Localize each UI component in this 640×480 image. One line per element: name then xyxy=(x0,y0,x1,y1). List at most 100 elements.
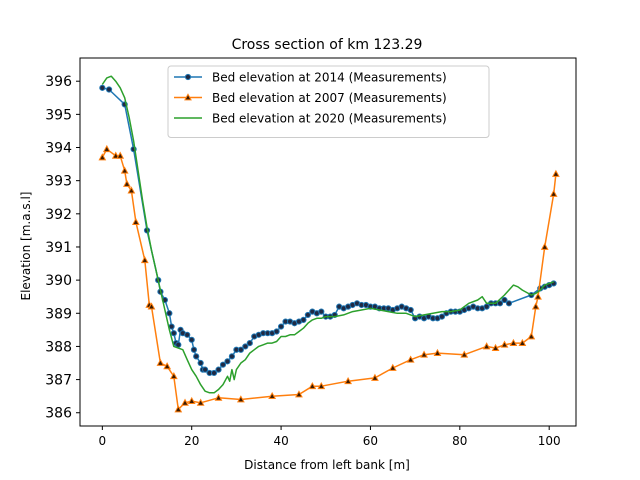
legend-label: Bed elevation at 2014 (Measurements) xyxy=(212,71,447,85)
series-2-point xyxy=(196,398,205,406)
y-tick-label: 393 xyxy=(45,174,72,190)
series-2-point xyxy=(174,405,183,413)
series-2-point xyxy=(527,332,536,340)
series-1-point xyxy=(237,346,244,353)
legend-label: Bed elevation at 2020 (Measurements) xyxy=(212,112,447,126)
series-1-point xyxy=(407,306,414,314)
series-2-line xyxy=(101,148,557,411)
series-1-point xyxy=(190,346,198,353)
plot-frame xyxy=(79,57,577,427)
legend-item-2: Bed elevation at 2007 (Measurements) xyxy=(174,91,447,105)
y-axis-label: Elevation [m.a.s.l] xyxy=(19,192,33,301)
series-2-point xyxy=(388,363,397,371)
series-1-point xyxy=(505,300,513,307)
series-2-point xyxy=(156,358,165,366)
legend-swatch-marker xyxy=(184,73,192,81)
series-2-point xyxy=(187,396,196,405)
series-2-point xyxy=(308,381,317,390)
chart-title: Cross section of km 123.29 xyxy=(232,37,423,53)
series-2-point xyxy=(214,393,223,401)
y-tick-label: 386 xyxy=(45,406,72,422)
series-2-point xyxy=(163,362,172,370)
series-2-point xyxy=(131,217,140,226)
series-2-point xyxy=(344,376,352,385)
series-1-point xyxy=(184,331,191,338)
series-1-point xyxy=(228,353,236,360)
series-1-point xyxy=(175,341,182,348)
series-2-point xyxy=(552,169,560,177)
series-2-point xyxy=(181,398,189,406)
legend-box xyxy=(167,65,490,138)
series-1-point xyxy=(202,366,209,373)
series-2-point xyxy=(140,255,149,264)
series-3 xyxy=(101,75,554,394)
series-2-point xyxy=(500,340,509,348)
series-3-line xyxy=(101,75,554,394)
series-1-point xyxy=(300,316,307,324)
series-2-point xyxy=(518,338,527,347)
series-2-point xyxy=(120,166,129,174)
series-2-point xyxy=(169,372,178,380)
series-2-point xyxy=(98,153,107,161)
series-2-point xyxy=(531,302,540,310)
series-2-point xyxy=(295,390,303,398)
series-2-point xyxy=(111,151,120,159)
series-1-point xyxy=(219,361,227,368)
series-1-point xyxy=(215,366,222,373)
x-tick-label: 80 xyxy=(452,434,467,448)
y-tick-label: 396 xyxy=(45,74,72,90)
series-2-point xyxy=(406,355,415,363)
series-2-point xyxy=(371,373,379,381)
series-1-point xyxy=(496,300,504,307)
series-1-point xyxy=(188,336,195,343)
x-axis-label: Distance from left bank [m] xyxy=(244,458,410,472)
series-1-point xyxy=(170,330,177,337)
series-1-point xyxy=(318,308,325,315)
plot-area xyxy=(98,75,560,413)
series-2-point xyxy=(123,179,131,187)
series-1-point xyxy=(246,340,253,347)
series-1-point xyxy=(273,328,280,335)
series-2-point xyxy=(509,338,518,347)
series-1-point xyxy=(224,358,231,365)
series-1-point xyxy=(277,323,285,330)
series-2-point xyxy=(549,189,558,197)
y-tick-label: 392 xyxy=(45,207,72,223)
series-1-point xyxy=(438,313,446,320)
series-1-point xyxy=(501,296,508,304)
x-tick-label: 100 xyxy=(538,434,561,448)
series-1-point xyxy=(242,343,249,350)
series-2-point xyxy=(420,350,428,358)
x-tick-label: 60 xyxy=(363,434,378,448)
series-2-point xyxy=(317,381,326,390)
x-tick-label: 20 xyxy=(184,434,199,448)
series-1-point xyxy=(550,280,557,287)
series-2-point xyxy=(268,391,277,400)
series-2 xyxy=(98,144,560,413)
y-tick-label: 394 xyxy=(45,141,72,157)
series-1-point xyxy=(166,310,173,317)
legend-item-1: Bed elevation at 2014 (Measurements) xyxy=(174,71,447,85)
series-2-point xyxy=(482,342,491,350)
y-tick-label: 390 xyxy=(45,273,72,289)
series-2-point xyxy=(127,186,136,194)
legend-item-3: Bed elevation at 2020 (Measurements) xyxy=(174,112,447,126)
series-2-point xyxy=(236,395,245,403)
legend-swatch-marker xyxy=(184,93,192,101)
series-1-point xyxy=(99,84,106,91)
axes: 0 20 40 60 80 100 386 387 388 389 390 391 392 393 394 3… xyxy=(45,57,577,448)
y-tick-label: 389 xyxy=(45,306,72,322)
x-tick-label: 40 xyxy=(273,434,288,448)
y-tick-label: 395 xyxy=(45,107,72,123)
series-1 xyxy=(99,84,557,377)
series-2-point xyxy=(491,343,500,351)
y-tick-label: 388 xyxy=(45,339,72,355)
series-2-point xyxy=(147,302,156,310)
series-2-point xyxy=(116,151,125,159)
y-tick-label: 391 xyxy=(45,240,72,256)
series-2-point xyxy=(534,292,542,300)
series-1-point xyxy=(105,86,113,93)
y-tick-label: 387 xyxy=(45,373,72,389)
series-1-point xyxy=(210,369,218,377)
